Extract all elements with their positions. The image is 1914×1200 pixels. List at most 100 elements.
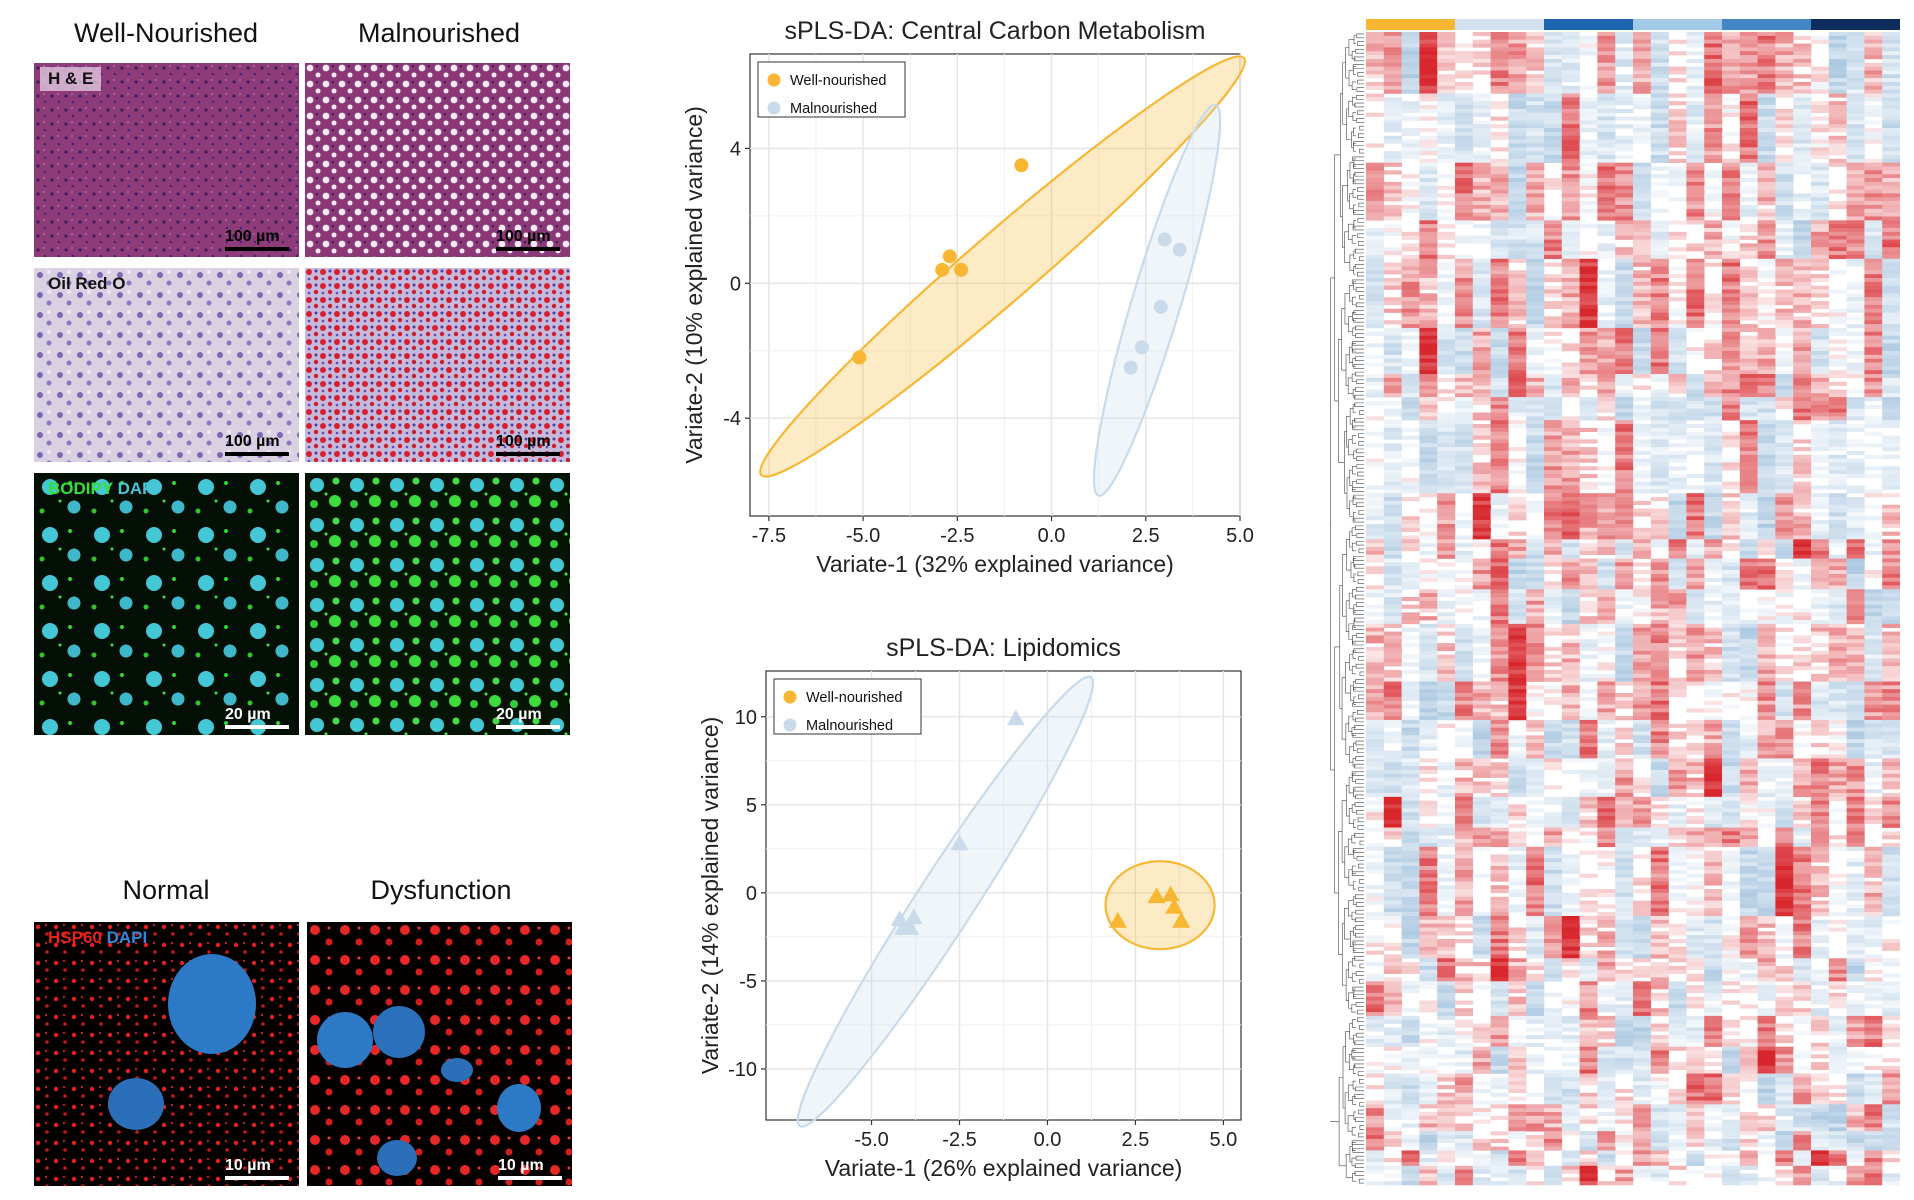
heatmap-cell <box>1757 143 1776 148</box>
heatmap-cell <box>1704 523 1723 529</box>
heatmap-cell <box>1846 162 1865 167</box>
heatmap-cell <box>1668 78 1687 83</box>
heatmap-cell <box>1722 643 1741 648</box>
heatmap-cell <box>1579 523 1598 529</box>
heatmap-cell <box>1828 220 1847 225</box>
heatmap-cell <box>1419 577 1438 582</box>
heatmap-cell <box>1650 781 1669 786</box>
heatmap-cell <box>1757 262 1776 267</box>
heatmap-cell <box>1828 420 1847 425</box>
heatmap-cell <box>1668 481 1687 486</box>
heatmap-cell <box>1739 289 1758 294</box>
heatmap-cell <box>1490 78 1509 83</box>
heatmap-cell <box>1775 616 1794 621</box>
heatmap-cell <box>1615 427 1634 433</box>
heatmap-cell <box>1757 654 1776 659</box>
heatmap-cell <box>1419 343 1438 348</box>
heatmap-cell <box>1508 81 1527 87</box>
heatmap-cell <box>1633 293 1652 298</box>
heatmap-cell <box>1383 504 1402 509</box>
heatmap-cell <box>1561 669 1580 675</box>
heatmap-cell <box>1455 285 1474 290</box>
heatmap-cell <box>1633 58 1652 64</box>
heatmap-cell <box>1401 612 1420 617</box>
heatmap-cell <box>1561 620 1580 625</box>
heatmap-cell <box>1686 662 1705 667</box>
heatmap-cell <box>1419 450 1438 456</box>
heatmap-cell <box>1472 531 1491 536</box>
heatmap-cell <box>1401 497 1420 502</box>
heatmap-cell <box>1597 689 1616 694</box>
heatmap-cell <box>1739 693 1758 698</box>
heatmap-cell <box>1793 635 1812 640</box>
heatmap-cell <box>1739 247 1758 252</box>
heatmap-cell <box>1472 754 1491 759</box>
heatmap-cell <box>1828 201 1847 206</box>
heatmap-cell <box>1668 516 1687 521</box>
heatmap-cell <box>1739 400 1758 406</box>
heatmap-cell <box>1864 174 1883 179</box>
chart-title: sPLS-DA: Central Carbon Metabolism <box>785 17 1206 45</box>
heatmap-cell <box>1508 739 1527 744</box>
heatmap-cell <box>1739 381 1758 386</box>
heatmap-cell <box>1828 393 1847 398</box>
heatmap-cell <box>1561 297 1580 302</box>
heatmap-cell <box>1650 304 1669 310</box>
heatmap-cell <box>1633 70 1652 75</box>
heatmap-cell <box>1757 55 1776 60</box>
heatmap-cell <box>1668 620 1687 625</box>
heatmap-cell <box>1864 47 1883 52</box>
heatmap-cell <box>1508 151 1527 156</box>
heatmap-cell <box>1704 577 1723 582</box>
heatmap-cell <box>1508 89 1527 94</box>
heatmap-cell <box>1472 719 1491 725</box>
heatmap-cell <box>1383 466 1402 471</box>
heatmap-cell <box>1722 481 1741 486</box>
heatmap-cell <box>1419 316 1438 321</box>
heatmap-cell <box>1597 131 1616 137</box>
heatmap-cell <box>1597 696 1616 702</box>
heatmap-cell <box>1579 347 1598 352</box>
heatmap-cell <box>1472 304 1491 310</box>
heatmap-cell <box>1882 251 1900 256</box>
heatmap-cell <box>1526 224 1545 229</box>
heatmap-cell <box>1383 339 1402 344</box>
heatmap-cell <box>1437 520 1456 525</box>
heatmap-cell <box>1579 677 1598 682</box>
heatmap-cell <box>1882 178 1900 183</box>
heatmap-cell <box>1579 304 1598 310</box>
heatmap-cell <box>1366 32 1385 37</box>
heatmap-cell <box>1437 500 1456 506</box>
y-tick-label: 10 <box>735 707 757 729</box>
heatmap-cell <box>1775 277 1794 283</box>
heatmap-cell <box>1757 327 1776 333</box>
heatmap-cell <box>1757 769 1776 775</box>
heatmap-cell <box>1864 308 1883 313</box>
heatmap-cell <box>1811 427 1830 433</box>
heatmap-cell <box>1401 693 1420 698</box>
heatmap-cell <box>1455 108 1474 114</box>
heatmap-cell <box>1401 393 1420 398</box>
heatmap-cell <box>1668 523 1687 529</box>
heatmap-cell <box>1597 708 1616 713</box>
heatmap-cell <box>1490 766 1509 771</box>
heatmap-cell <box>1846 543 1865 548</box>
heatmap-cell <box>1722 719 1741 725</box>
hsp60-texture-dysfunction <box>307 922 572 1186</box>
heatmap-cell <box>1472 151 1491 156</box>
heatmap-cell <box>1811 128 1830 133</box>
heatmap-cell <box>1383 769 1402 775</box>
heatmap-cell <box>1739 32 1758 37</box>
heatmap-cell <box>1383 773 1402 778</box>
scale-text: 20 µm <box>225 706 271 723</box>
heatmap-cell <box>1686 531 1705 536</box>
heatmap-cell <box>1472 766 1491 771</box>
heatmap-cell <box>1508 62 1527 67</box>
heatmap-cell <box>1366 270 1385 275</box>
heatmap-cell <box>1401 128 1420 133</box>
heatmap-cell <box>1775 389 1794 394</box>
heatmap-cell <box>1882 700 1900 705</box>
heatmap-cell <box>1472 562 1491 567</box>
heatmap-cell <box>1775 489 1794 494</box>
heatmap-cell <box>1846 70 1865 75</box>
